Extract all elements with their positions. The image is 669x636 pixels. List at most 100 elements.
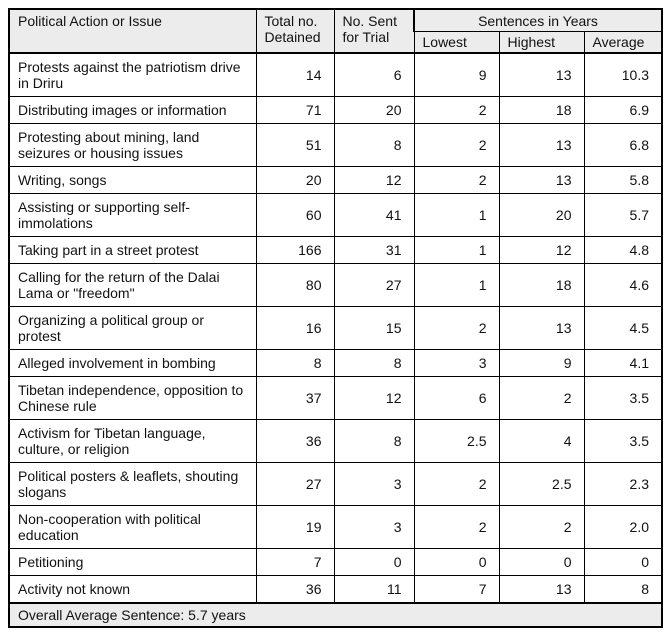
col-header-detained: Total no. Detained (255, 8, 335, 54)
issue-cell: Protests against the patriotism drive in… (8, 52, 257, 97)
detained-cell: 20 (255, 166, 335, 194)
detained-cell: 27 (255, 462, 335, 506)
lowest-sentence-cell: 2 (413, 166, 500, 194)
average-sentence-cell: 6.8 (583, 123, 663, 167)
detained-cell: 14 (255, 52, 335, 97)
table-row: Distributing images or information 71 20… (8, 96, 663, 124)
lowest-sentence-cell: 1 (413, 193, 500, 237)
col-header-issue: Political Action or Issue (8, 8, 257, 54)
lowest-sentence-cell: 2 (413, 505, 500, 549)
table-row: Tibetan independence, opposition to Chin… (8, 376, 663, 420)
highest-sentence-cell: 2.5 (498, 462, 585, 506)
average-sentence-cell: 5.8 (583, 166, 663, 194)
table-row: Political posters & leaflets, shouting s… (8, 462, 663, 506)
table-row: Alleged involvement in bombing 8 8 3 9 4… (8, 349, 663, 377)
highest-sentence-cell: 20 (498, 193, 585, 237)
sent-for-trial-cell: 20 (333, 96, 415, 124)
issue-cell: Writing, songs (8, 166, 257, 194)
table-row: Protesting about mining, land seizures o… (8, 123, 663, 167)
detained-cell: 71 (255, 96, 335, 124)
header-row-top: Political Action or Issue Total no. Deta… (8, 8, 663, 54)
col-header-lowest: Lowest (413, 31, 500, 54)
average-sentence-cell: 4.1 (583, 349, 663, 377)
issue-cell: Political posters & leaflets, shouting s… (8, 462, 257, 506)
issue-cell: Calling for the return of the Dalai Lama… (8, 263, 257, 307)
table-row: Taking part in a street protest 166 31 1… (8, 236, 663, 264)
highest-sentence-cell: 13 (498, 306, 585, 350)
average-sentence-cell: 2.3 (583, 462, 663, 506)
average-sentence-cell: 0 (583, 548, 663, 576)
table-footer: Overall Average Sentence: 5.7 years (8, 602, 663, 628)
table-row: Calling for the return of the Dalai Lama… (8, 263, 663, 307)
highest-sentence-cell: 2 (498, 376, 585, 420)
sent-for-trial-cell: 12 (333, 166, 415, 194)
detained-cell: 51 (255, 123, 335, 167)
detained-cell: 7 (255, 548, 335, 576)
col-header-average: Average (583, 31, 663, 54)
table-row: Assisting or supporting self-immolations… (8, 193, 663, 237)
highest-sentence-cell: 0 (498, 548, 585, 576)
political-detentions-table: Political Action or Issue Total no. Deta… (8, 8, 664, 628)
lowest-sentence-cell: 2 (413, 306, 500, 350)
highest-sentence-cell: 13 (498, 52, 585, 97)
table-row: Activism for Tibetan language, culture, … (8, 419, 663, 463)
table-row: Protests against the patriotism drive in… (8, 52, 663, 97)
lowest-sentence-cell: 2 (413, 96, 500, 124)
sent-for-trial-cell: 12 (333, 376, 415, 420)
lowest-sentence-cell: 6 (413, 376, 500, 420)
overall-average-sentence: Overall Average Sentence: 5.7 years (8, 602, 663, 628)
highest-sentence-cell: 18 (498, 96, 585, 124)
issue-cell: Assisting or supporting self-immolations (8, 193, 257, 237)
issue-cell: Non-cooperation with political education (8, 505, 257, 549)
lowest-sentence-cell: 1 (413, 263, 500, 307)
sent-for-trial-cell: 3 (333, 505, 415, 549)
detained-cell: 19 (255, 505, 335, 549)
table-body: Protests against the patriotism drive in… (8, 52, 663, 604)
lowest-sentence-cell: 2 (413, 123, 500, 167)
col-header-sent: No. Sent for Trial (333, 8, 415, 54)
highest-sentence-cell: 12 (498, 236, 585, 264)
sent-for-trial-cell: 8 (333, 349, 415, 377)
detained-cell: 36 (255, 419, 335, 463)
lowest-sentence-cell: 2 (413, 462, 500, 506)
sent-for-trial-cell: 8 (333, 123, 415, 167)
lowest-sentence-cell: 0 (413, 548, 500, 576)
highest-sentence-cell: 18 (498, 263, 585, 307)
highest-sentence-cell: 4 (498, 419, 585, 463)
average-sentence-cell: 6.9 (583, 96, 663, 124)
detained-cell: 8 (255, 349, 335, 377)
highest-sentence-cell: 13 (498, 123, 585, 167)
sent-for-trial-cell: 0 (333, 548, 415, 576)
highest-sentence-cell: 2 (498, 505, 585, 549)
lowest-sentence-cell: 9 (413, 52, 500, 97)
footer-row: Overall Average Sentence: 5.7 years (8, 602, 663, 628)
issue-cell: Organizing a political group or protest (8, 306, 257, 350)
table-header: Political Action or Issue Total no. Deta… (8, 8, 663, 54)
col-header-sentences-group: Sentences in Years (412, 8, 663, 32)
table-row: Non-cooperation with political education… (8, 505, 663, 549)
issue-cell: Tibetan independence, opposition to Chin… (8, 376, 257, 420)
sent-for-trial-cell: 27 (333, 263, 415, 307)
sent-for-trial-cell: 6 (333, 52, 415, 97)
detained-cell: 80 (255, 263, 335, 307)
sent-for-trial-cell: 11 (333, 575, 415, 604)
average-sentence-cell: 3.5 (583, 419, 663, 463)
issue-cell: Protesting about mining, land seizures o… (8, 123, 257, 167)
average-sentence-cell: 8 (583, 575, 663, 604)
average-sentence-cell: 5.7 (583, 193, 663, 237)
sent-for-trial-cell: 15 (333, 306, 415, 350)
lowest-sentence-cell: 3 (413, 349, 500, 377)
issue-cell: Activism for Tibetan language, culture, … (8, 419, 257, 463)
detained-cell: 16 (255, 306, 335, 350)
sent-for-trial-cell: 8 (333, 419, 415, 463)
detained-cell: 36 (255, 575, 335, 604)
sent-for-trial-cell: 41 (333, 193, 415, 237)
highest-sentence-cell: 13 (498, 166, 585, 194)
issue-cell: Alleged involvement in bombing (8, 349, 257, 377)
issue-cell: Taking part in a street protest (8, 236, 257, 264)
issue-cell: Distributing images or information (8, 96, 257, 124)
issue-cell: Activity not known (8, 575, 257, 604)
table-row: Organizing a political group or protest … (8, 306, 663, 350)
average-sentence-cell: 4.5 (583, 306, 663, 350)
table-row: Writing, songs 20 12 2 13 5.8 (8, 166, 663, 194)
